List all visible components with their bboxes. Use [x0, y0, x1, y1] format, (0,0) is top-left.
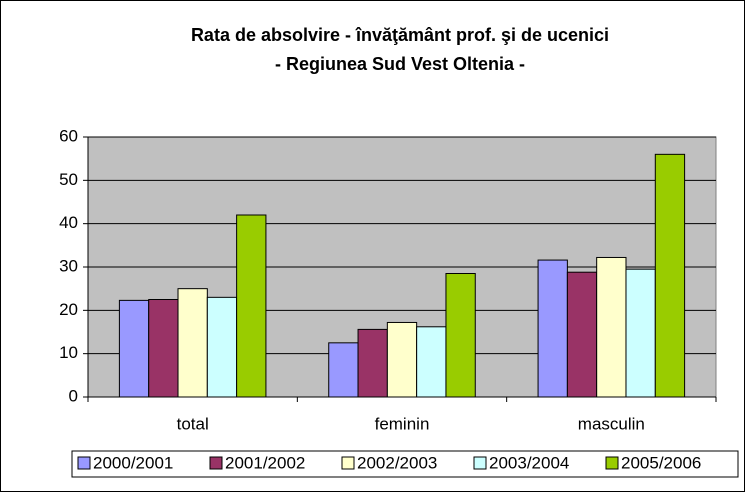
legend-swatch: [605, 456, 619, 470]
y-tick-label: 10: [59, 343, 78, 362]
bar: [566, 271, 598, 398]
legend-swatch: [209, 456, 223, 470]
bar: [236, 214, 267, 398]
legend: [71, 450, 739, 478]
bar: [416, 326, 447, 398]
y-tick-label: 50: [59, 170, 78, 189]
bar: [357, 328, 388, 398]
bar: [596, 256, 627, 398]
y-tick-label: 30: [59, 256, 78, 275]
legend-swatch: [341, 456, 355, 470]
bar: [177, 288, 208, 398]
legend-swatch: [77, 456, 91, 470]
bar: [625, 268, 656, 398]
bar: [445, 273, 476, 398]
legend-label: 2000/2001: [93, 453, 173, 472]
bar: [386, 321, 418, 398]
legend-label: 2005/2006: [621, 453, 701, 472]
bar: [654, 153, 686, 398]
legend-swatch: [473, 456, 487, 470]
y-tick-label: 60: [59, 126, 78, 145]
legend-label: 2003/2004: [489, 453, 569, 472]
bar: [206, 296, 238, 398]
y-tick-label: 20: [59, 300, 78, 319]
legend-label: 2002/2003: [357, 453, 437, 472]
x-tick-label: total: [177, 414, 209, 433]
bar: [328, 342, 359, 398]
y-tick-label: 0: [69, 386, 78, 405]
bar: [118, 299, 150, 398]
legend-label: 2001/2002: [225, 453, 305, 472]
y-tick-label: 40: [59, 213, 78, 232]
chart-title: Rata de absolvire - învăţământ prof. şi …: [191, 25, 609, 45]
chart-subtitle: - Regiunea Sud Vest Oltenia -: [275, 54, 525, 74]
x-tick-label: feminin: [375, 414, 430, 433]
x-tick-label: masculin: [578, 414, 645, 433]
bar: [148, 299, 179, 398]
bar: [537, 259, 568, 398]
